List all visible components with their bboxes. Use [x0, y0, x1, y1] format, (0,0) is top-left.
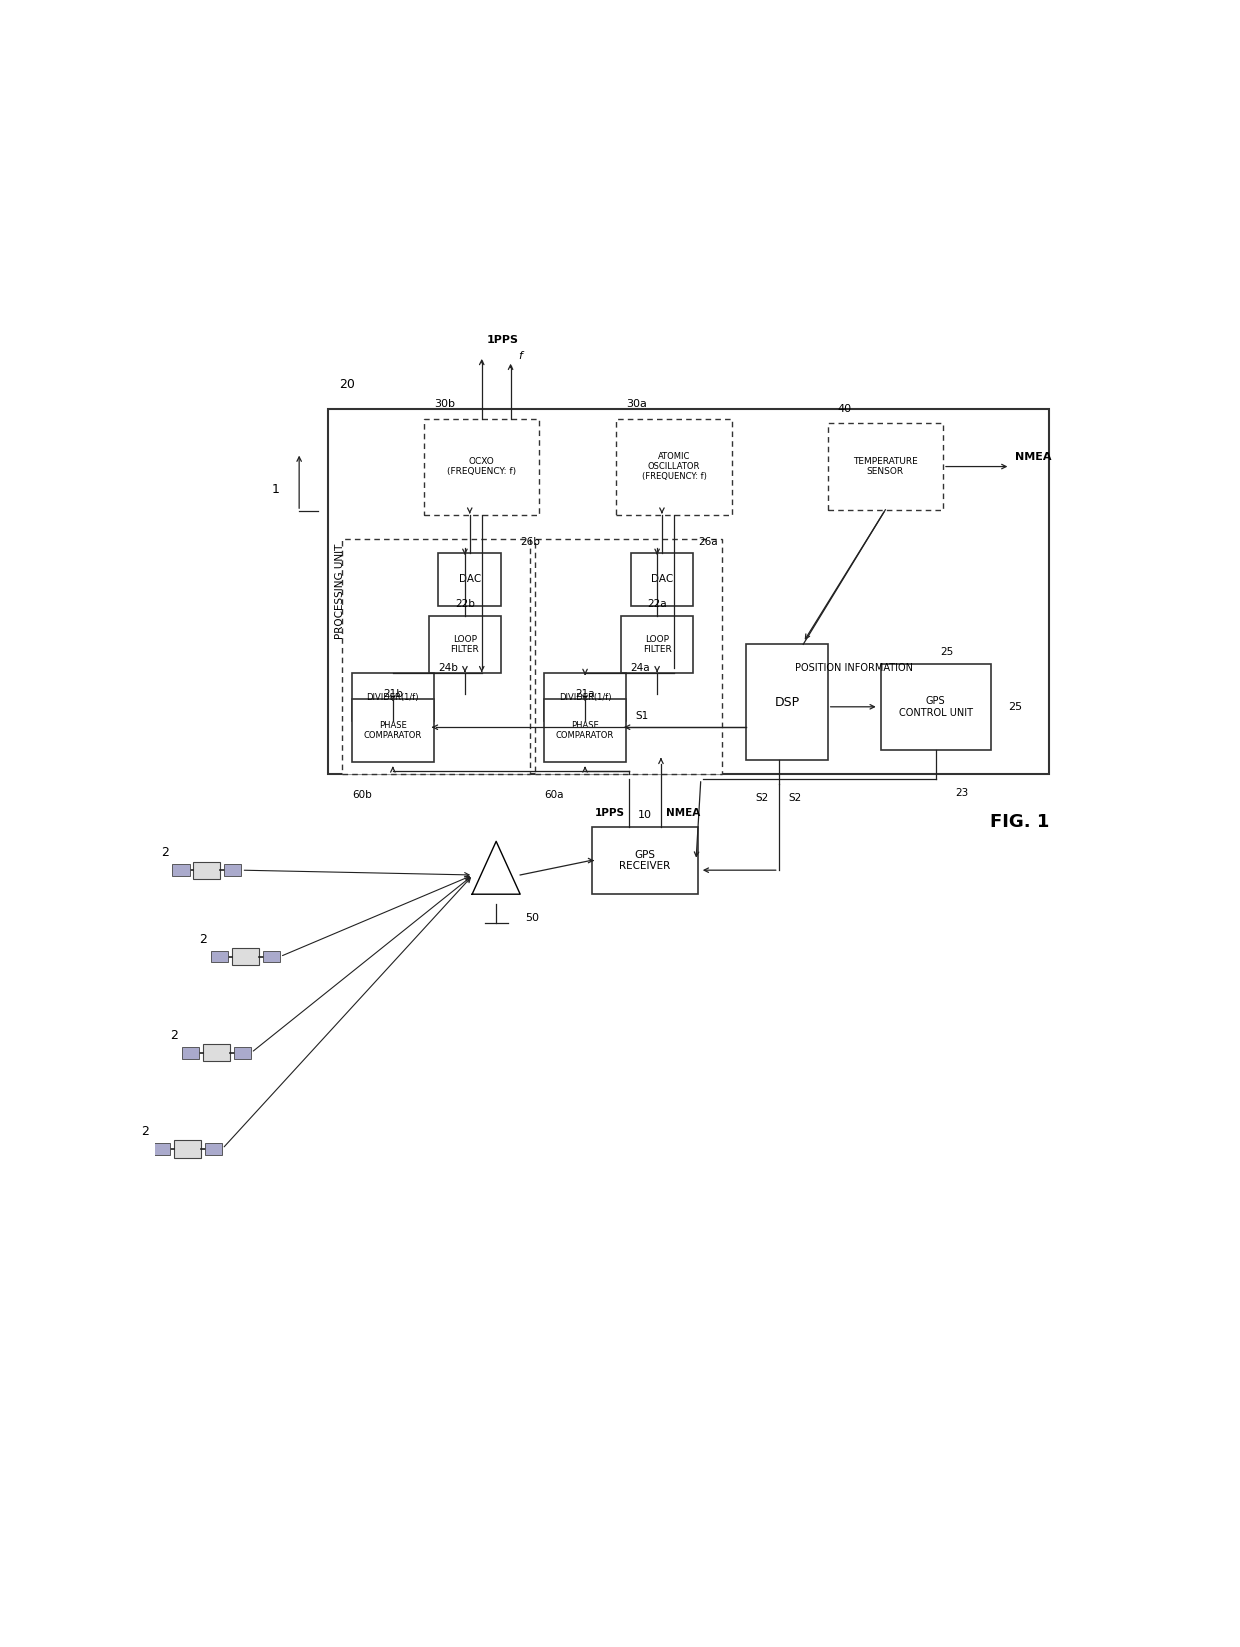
- Text: LOOP
FILTER: LOOP FILTER: [642, 634, 672, 654]
- FancyBboxPatch shape: [327, 408, 1049, 774]
- Text: GPS
CONTROL UNIT: GPS CONTROL UNIT: [899, 697, 973, 718]
- Text: OCXO
(FREQUENCY: f): OCXO (FREQUENCY: f): [448, 456, 516, 476]
- FancyBboxPatch shape: [746, 644, 828, 759]
- Text: 2: 2: [200, 932, 207, 945]
- FancyBboxPatch shape: [544, 674, 626, 721]
- Text: FIG. 1: FIG. 1: [991, 814, 1049, 832]
- Bar: [232, 949, 259, 965]
- Text: DAC: DAC: [651, 575, 673, 585]
- Text: 60b: 60b: [352, 791, 372, 800]
- Text: PROCESSING UNIT: PROCESSING UNIT: [335, 544, 345, 639]
- Text: 22a: 22a: [647, 600, 667, 609]
- Text: S2: S2: [756, 794, 769, 804]
- Text: 25: 25: [940, 647, 954, 657]
- Bar: [182, 1047, 200, 1059]
- Text: 2: 2: [161, 847, 169, 860]
- FancyBboxPatch shape: [880, 664, 991, 749]
- Text: DIVIDER(1/f): DIVIDER(1/f): [559, 693, 611, 702]
- Text: 24a: 24a: [631, 664, 650, 674]
- Text: 1: 1: [272, 483, 279, 496]
- FancyBboxPatch shape: [593, 827, 698, 894]
- FancyBboxPatch shape: [616, 418, 732, 514]
- Text: 26a: 26a: [698, 537, 718, 547]
- Bar: [193, 861, 221, 879]
- Text: 25: 25: [1008, 702, 1022, 712]
- FancyBboxPatch shape: [544, 698, 626, 761]
- Bar: [224, 865, 242, 876]
- Text: DSP: DSP: [774, 695, 800, 708]
- Text: 60a: 60a: [544, 791, 564, 800]
- Bar: [203, 1044, 229, 1061]
- Text: 30b: 30b: [434, 399, 455, 408]
- FancyBboxPatch shape: [352, 674, 434, 721]
- Text: 24b: 24b: [439, 664, 459, 674]
- Text: PHASE
COMPARATOR: PHASE COMPARATOR: [556, 721, 614, 740]
- Bar: [263, 950, 280, 962]
- Text: PHASE
COMPARATOR: PHASE COMPARATOR: [363, 721, 422, 740]
- Text: GPS
RECEIVER: GPS RECEIVER: [620, 850, 671, 871]
- Text: 30a: 30a: [626, 399, 647, 408]
- FancyBboxPatch shape: [429, 616, 501, 674]
- Text: NMEA: NMEA: [1016, 451, 1052, 461]
- Text: DIVIDER(1/f): DIVIDER(1/f): [367, 693, 419, 702]
- FancyBboxPatch shape: [631, 553, 693, 606]
- Text: POSITION INFORMATION: POSITION INFORMATION: [795, 664, 913, 674]
- Text: 23: 23: [955, 789, 968, 799]
- FancyBboxPatch shape: [534, 539, 722, 774]
- Text: S1: S1: [635, 712, 649, 721]
- Text: 20: 20: [340, 379, 355, 392]
- Text: 50: 50: [525, 912, 539, 924]
- FancyBboxPatch shape: [342, 539, 529, 774]
- Bar: [205, 1143, 222, 1155]
- Text: TEMPERATURE
SENSOR: TEMPERATURE SENSOR: [853, 456, 918, 476]
- Text: ATOMIC
OSCILLATOR
(FREQUENCY: f): ATOMIC OSCILLATOR (FREQUENCY: f): [641, 451, 707, 481]
- FancyBboxPatch shape: [352, 698, 434, 761]
- Text: 2: 2: [170, 1029, 179, 1043]
- Bar: [153, 1143, 170, 1155]
- Text: f: f: [518, 351, 522, 361]
- Text: 22b: 22b: [455, 600, 475, 609]
- Text: 1PPS: 1PPS: [486, 334, 518, 344]
- Text: NMEA: NMEA: [666, 807, 701, 817]
- Text: S2: S2: [789, 794, 801, 804]
- Text: 21b: 21b: [383, 690, 403, 700]
- Text: DAC: DAC: [459, 575, 481, 585]
- Text: 10: 10: [639, 810, 652, 820]
- Bar: [174, 1140, 201, 1158]
- FancyBboxPatch shape: [828, 423, 942, 511]
- FancyBboxPatch shape: [424, 418, 539, 514]
- Text: 2: 2: [141, 1125, 149, 1138]
- Text: 40: 40: [837, 404, 852, 413]
- Text: LOOP
FILTER: LOOP FILTER: [450, 634, 480, 654]
- FancyBboxPatch shape: [621, 616, 693, 674]
- Text: 26b: 26b: [521, 537, 541, 547]
- Text: 21a: 21a: [575, 690, 595, 700]
- FancyBboxPatch shape: [439, 553, 501, 606]
- Bar: [234, 1047, 250, 1059]
- Bar: [172, 865, 190, 876]
- Text: 1PPS: 1PPS: [594, 807, 625, 817]
- Bar: [211, 950, 228, 962]
